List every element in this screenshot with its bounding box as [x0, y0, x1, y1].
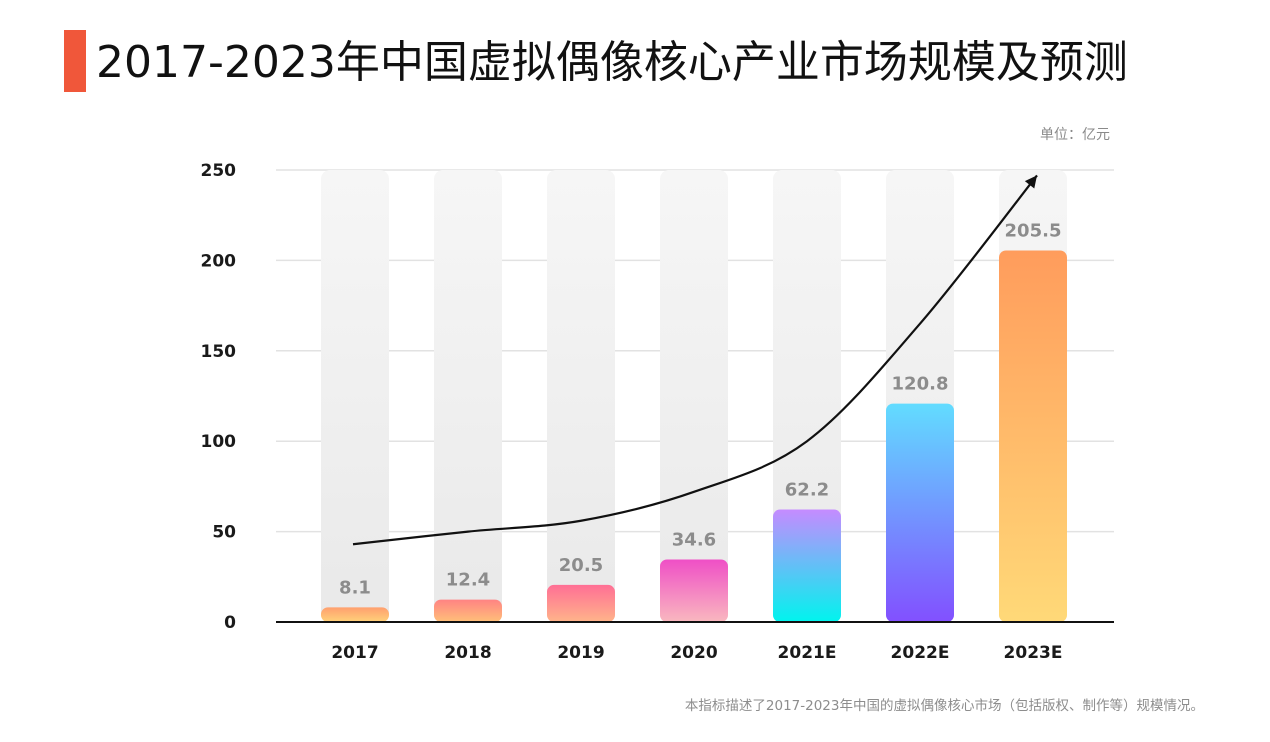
x-category-label: 2021E	[778, 643, 837, 663]
x-category-label: 2020	[670, 643, 717, 663]
value-label: 20.5	[559, 555, 603, 576]
title-accent-bar	[64, 30, 86, 92]
background-column	[773, 170, 841, 622]
bar-2022E	[886, 403, 954, 622]
page-title: 2017-2023年中国虚拟偶像核心产业市场规模及预测	[96, 37, 1128, 88]
trend-curve	[352, 174, 1038, 546]
x-category-label: 2018	[444, 643, 491, 663]
bar-2018	[434, 599, 502, 622]
value-label: 34.6	[672, 529, 716, 550]
y-tick-label: 0	[224, 613, 236, 633]
x-category-label: 2019	[557, 643, 604, 663]
x-category-label: 2017	[331, 643, 378, 663]
y-tick-label: 250	[201, 161, 237, 181]
y-tick-label: 200	[201, 251, 237, 271]
labels: 0 50 100 150 200 250 8.1 2017 12.4 2018 20.5 2019 34…	[201, 161, 1063, 663]
background-column	[321, 170, 389, 622]
data-bars	[321, 250, 1067, 622]
background-column	[434, 170, 502, 622]
value-label: 8.1	[339, 577, 371, 598]
background-column	[547, 170, 615, 622]
bar-2023E	[999, 250, 1067, 622]
footnote: 本指标描述了2017-2023年中国的虚拟偶像核心市场（包括版权、制作等）规模情…	[684, 698, 1204, 714]
value-label: 120.8	[892, 374, 949, 395]
bar-2017	[321, 607, 389, 622]
trend-line	[352, 174, 1038, 546]
value-label: 205.5	[1005, 220, 1062, 241]
background-column	[660, 170, 728, 622]
value-label: 12.4	[446, 570, 490, 591]
trend-arrow-head	[1024, 175, 1037, 189]
bar-2019	[547, 584, 615, 622]
bar-2020	[660, 559, 728, 622]
bar-2021E	[773, 509, 841, 622]
x-category-label: 2023E	[1004, 643, 1063, 663]
background-bars	[321, 170, 1067, 622]
y-tick-label: 50	[212, 523, 236, 543]
y-tick-label: 150	[201, 342, 237, 362]
y-tick-label: 100	[201, 432, 237, 452]
value-label: 62.2	[785, 480, 829, 501]
x-category-label: 2022E	[891, 643, 950, 663]
unit-label: 单位：亿元	[1040, 127, 1110, 143]
